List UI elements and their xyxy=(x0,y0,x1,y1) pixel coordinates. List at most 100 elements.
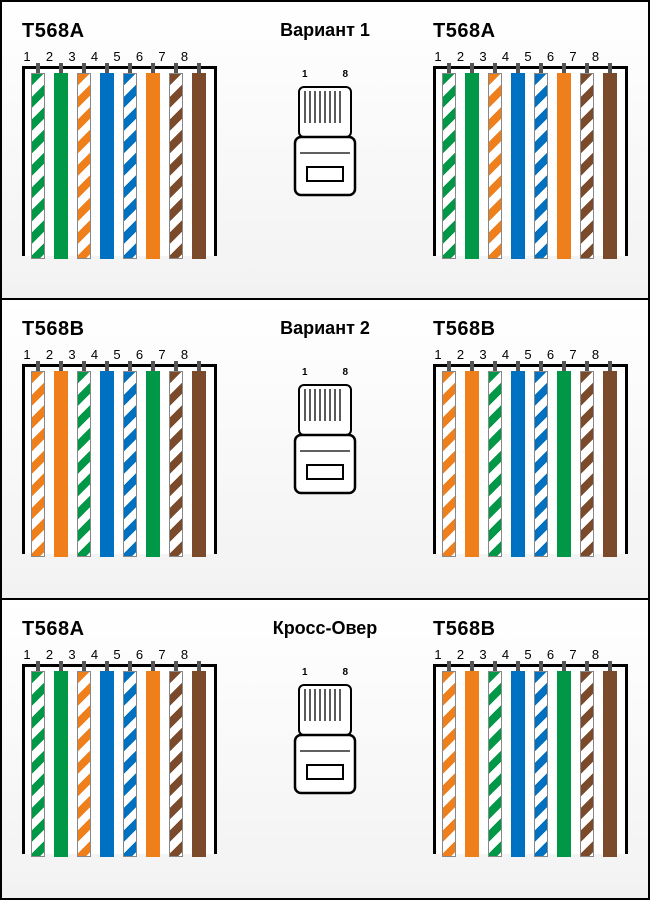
pin-number: 6 xyxy=(546,347,556,362)
wire-lead xyxy=(470,661,474,671)
wire-lead xyxy=(539,661,543,671)
wire-lead xyxy=(128,661,132,671)
wire-sheath xyxy=(603,371,617,557)
wire-sheath xyxy=(488,73,502,259)
wire-sheath xyxy=(557,73,571,259)
rj45-pin-label-left: 1 xyxy=(302,69,308,80)
pin-number: 7 xyxy=(568,647,578,662)
pin-number: 3 xyxy=(67,49,77,64)
wire-sheath xyxy=(465,371,479,557)
wire-sheath xyxy=(146,73,160,259)
wire-sheath xyxy=(557,371,571,557)
wire-block xyxy=(433,66,628,256)
wire-lead xyxy=(539,63,543,73)
wire-sheath xyxy=(100,371,114,557)
wire-lead xyxy=(197,661,201,671)
wire-block xyxy=(433,364,628,554)
wire-sheath xyxy=(77,671,91,857)
pin-number: 8 xyxy=(591,347,601,362)
wire-1 xyxy=(442,63,456,259)
wire-sheath xyxy=(31,671,45,857)
wire-sheath xyxy=(169,371,183,557)
cell-right: T568A12345678 xyxy=(413,2,648,298)
wire-4 xyxy=(100,661,114,857)
pinout-t568b: T568B12345678 xyxy=(433,618,628,854)
pin-number: 1 xyxy=(433,647,443,662)
wire-sheath xyxy=(442,73,456,259)
pin-number: 5 xyxy=(523,647,533,662)
pin-number: 4 xyxy=(90,647,100,662)
wire-sheath xyxy=(580,371,594,557)
wire-sheath xyxy=(123,73,137,259)
wire-5 xyxy=(534,361,548,557)
wire-sheath xyxy=(511,371,525,557)
rj45-pin-label-left: 1 xyxy=(302,367,308,378)
wire-3 xyxy=(488,63,502,259)
wire-sheath xyxy=(465,73,479,259)
wire-lead xyxy=(516,361,520,371)
pin-numbers: 12345678 xyxy=(433,347,628,362)
cell-right: T568B12345678 xyxy=(413,600,648,898)
wire-5 xyxy=(123,661,137,857)
wire-sheath xyxy=(511,671,525,857)
wire-lead xyxy=(516,661,520,671)
wire-sheath xyxy=(54,371,68,557)
rj45-pin-label-right: 8 xyxy=(342,667,348,678)
wire-7 xyxy=(169,63,183,259)
wire-sheath xyxy=(603,671,617,857)
wire-3 xyxy=(77,661,91,857)
pin-number: 6 xyxy=(135,347,145,362)
pin-number: 1 xyxy=(433,347,443,362)
pin-number: 7 xyxy=(157,647,167,662)
wire-8 xyxy=(192,63,206,259)
standard-title: T568A xyxy=(22,20,217,43)
pin-number: 6 xyxy=(546,647,556,662)
wire-6 xyxy=(557,361,571,557)
wire-lead xyxy=(82,661,86,671)
wire-3 xyxy=(77,361,91,557)
wire-sheath xyxy=(603,73,617,259)
wire-lead xyxy=(174,63,178,73)
wire-4 xyxy=(100,361,114,557)
pin-number: 4 xyxy=(90,49,100,64)
pin-number: 8 xyxy=(180,49,190,64)
wire-sheath xyxy=(442,671,456,857)
wire-4 xyxy=(511,361,525,557)
wire-sheath xyxy=(192,73,206,259)
wire-sheath xyxy=(146,371,160,557)
pin-number: 8 xyxy=(591,49,601,64)
wire-3 xyxy=(488,661,502,857)
pin-number: 6 xyxy=(135,49,145,64)
wire-7 xyxy=(580,63,594,259)
wire-lead xyxy=(82,63,86,73)
wire-5 xyxy=(123,63,137,259)
wire-6 xyxy=(557,661,571,857)
wire-1 xyxy=(31,63,45,259)
wire-lead xyxy=(493,661,497,671)
wire-8 xyxy=(192,361,206,557)
pin-numbers: 12345678 xyxy=(22,647,217,662)
standard-title: T568B xyxy=(22,318,217,341)
wire-7 xyxy=(580,361,594,557)
diagram-row-3: T568A12345678Кросс-Овер18 T568B12345678 xyxy=(0,600,650,900)
wire-sheath xyxy=(169,671,183,857)
wire-sheath xyxy=(146,671,160,857)
wire-lead xyxy=(562,361,566,371)
wire-4 xyxy=(511,63,525,259)
wire-lead xyxy=(585,661,589,671)
wire-lead xyxy=(493,361,497,371)
standard-title: T568A xyxy=(433,20,628,43)
wire-lead xyxy=(151,661,155,671)
wire-lead xyxy=(197,361,201,371)
wire-sheath xyxy=(31,371,45,557)
pin-number: 5 xyxy=(112,49,122,64)
pin-number: 3 xyxy=(67,347,77,362)
pin-number: 3 xyxy=(478,647,488,662)
wire-8 xyxy=(192,661,206,857)
wire-lead xyxy=(59,361,63,371)
rj45-pin-label-right: 8 xyxy=(342,69,348,80)
wire-sheath xyxy=(580,671,594,857)
wire-sheath xyxy=(534,73,548,259)
wire-lead xyxy=(59,63,63,73)
wire-sheath xyxy=(442,371,456,557)
